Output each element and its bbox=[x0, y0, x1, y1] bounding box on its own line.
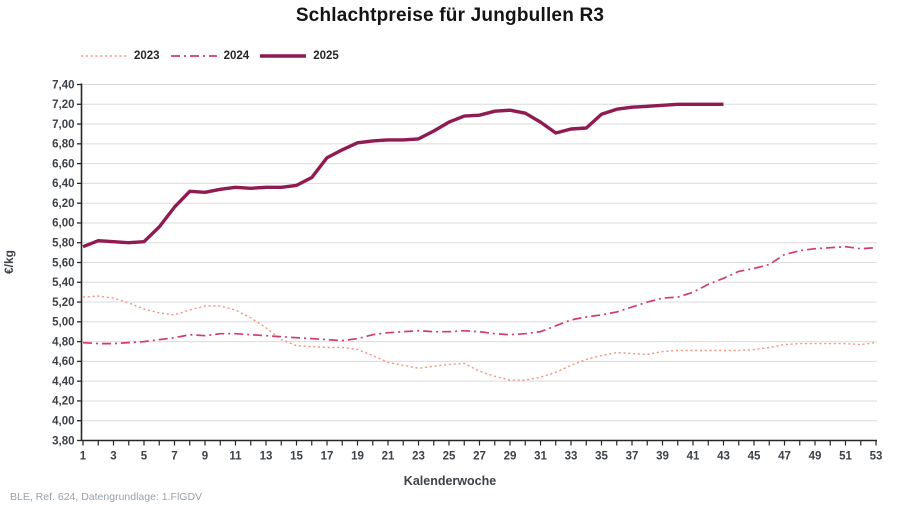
svg-text:25: 25 bbox=[443, 451, 456, 463]
svg-text:51: 51 bbox=[839, 451, 852, 463]
svg-text:35: 35 bbox=[595, 451, 608, 463]
svg-text:5,60: 5,60 bbox=[52, 257, 74, 269]
svg-text:5,00: 5,00 bbox=[52, 317, 74, 329]
chart-title: Schlachtpreise für Jungbullen R3 bbox=[295, 5, 605, 26]
svg-text:19: 19 bbox=[351, 451, 364, 463]
y-axis-title: €/kg bbox=[2, 250, 16, 275]
legend-item: 2025 bbox=[259, 50, 339, 62]
svg-text:5,40: 5,40 bbox=[52, 277, 74, 289]
svg-text:1: 1 bbox=[80, 451, 87, 463]
legend-label: 2023 bbox=[134, 50, 160, 62]
legend-line-sample bbox=[170, 55, 217, 57]
svg-text:23: 23 bbox=[412, 451, 425, 463]
svg-text:4,80: 4,80 bbox=[52, 336, 74, 348]
svg-text:41: 41 bbox=[687, 451, 700, 463]
source-note: BLE, Ref. 624, Datengrundlage: 1.FlGDV bbox=[10, 491, 203, 503]
svg-text:3,80: 3,80 bbox=[52, 435, 74, 447]
svg-text:7,00: 7,00 bbox=[52, 119, 74, 131]
svg-text:13: 13 bbox=[260, 451, 273, 463]
svg-text:6,80: 6,80 bbox=[52, 139, 74, 151]
svg-text:27: 27 bbox=[473, 451, 486, 463]
svg-text:33: 33 bbox=[565, 451, 578, 463]
x-axis-title: Kalenderwoche bbox=[403, 474, 497, 488]
svg-text:43: 43 bbox=[717, 451, 730, 463]
svg-text:4,00: 4,00 bbox=[52, 416, 74, 428]
legend: 2023 2024 2025 bbox=[80, 50, 339, 62]
legend-label: 2024 bbox=[223, 50, 250, 62]
svg-text:45: 45 bbox=[748, 451, 761, 463]
svg-text:7: 7 bbox=[171, 451, 177, 463]
svg-text:7,40: 7,40 bbox=[52, 79, 74, 91]
svg-text:6,60: 6,60 bbox=[52, 158, 74, 170]
svg-text:6,40: 6,40 bbox=[52, 178, 74, 190]
svg-text:31: 31 bbox=[534, 451, 547, 463]
svg-text:3: 3 bbox=[110, 451, 116, 463]
svg-text:6,00: 6,00 bbox=[52, 218, 74, 230]
svg-text:11: 11 bbox=[229, 451, 242, 463]
legend-line-sample bbox=[260, 54, 307, 58]
svg-text:5,20: 5,20 bbox=[52, 297, 74, 309]
svg-text:49: 49 bbox=[809, 451, 822, 463]
svg-text:4,60: 4,60 bbox=[52, 356, 74, 368]
legend-label: 2025 bbox=[313, 50, 339, 62]
legend-item: 2024 bbox=[170, 50, 250, 62]
svg-text:6,20: 6,20 bbox=[52, 198, 74, 210]
svg-text:39: 39 bbox=[656, 451, 669, 463]
svg-text:29: 29 bbox=[504, 451, 517, 463]
legend-item: 2023 bbox=[80, 50, 160, 62]
svg-text:9: 9 bbox=[202, 451, 208, 463]
svg-text:37: 37 bbox=[626, 451, 639, 463]
svg-text:21: 21 bbox=[382, 451, 395, 463]
svg-text:5: 5 bbox=[141, 451, 148, 463]
svg-text:47: 47 bbox=[778, 451, 791, 463]
svg-text:5,80: 5,80 bbox=[52, 238, 74, 250]
svg-text:15: 15 bbox=[290, 451, 303, 463]
svg-text:4,20: 4,20 bbox=[52, 396, 74, 408]
svg-text:17: 17 bbox=[321, 451, 334, 463]
svg-text:53: 53 bbox=[870, 451, 883, 463]
svg-text:4,40: 4,40 bbox=[52, 376, 74, 388]
svg-text:7,20: 7,20 bbox=[52, 99, 74, 111]
